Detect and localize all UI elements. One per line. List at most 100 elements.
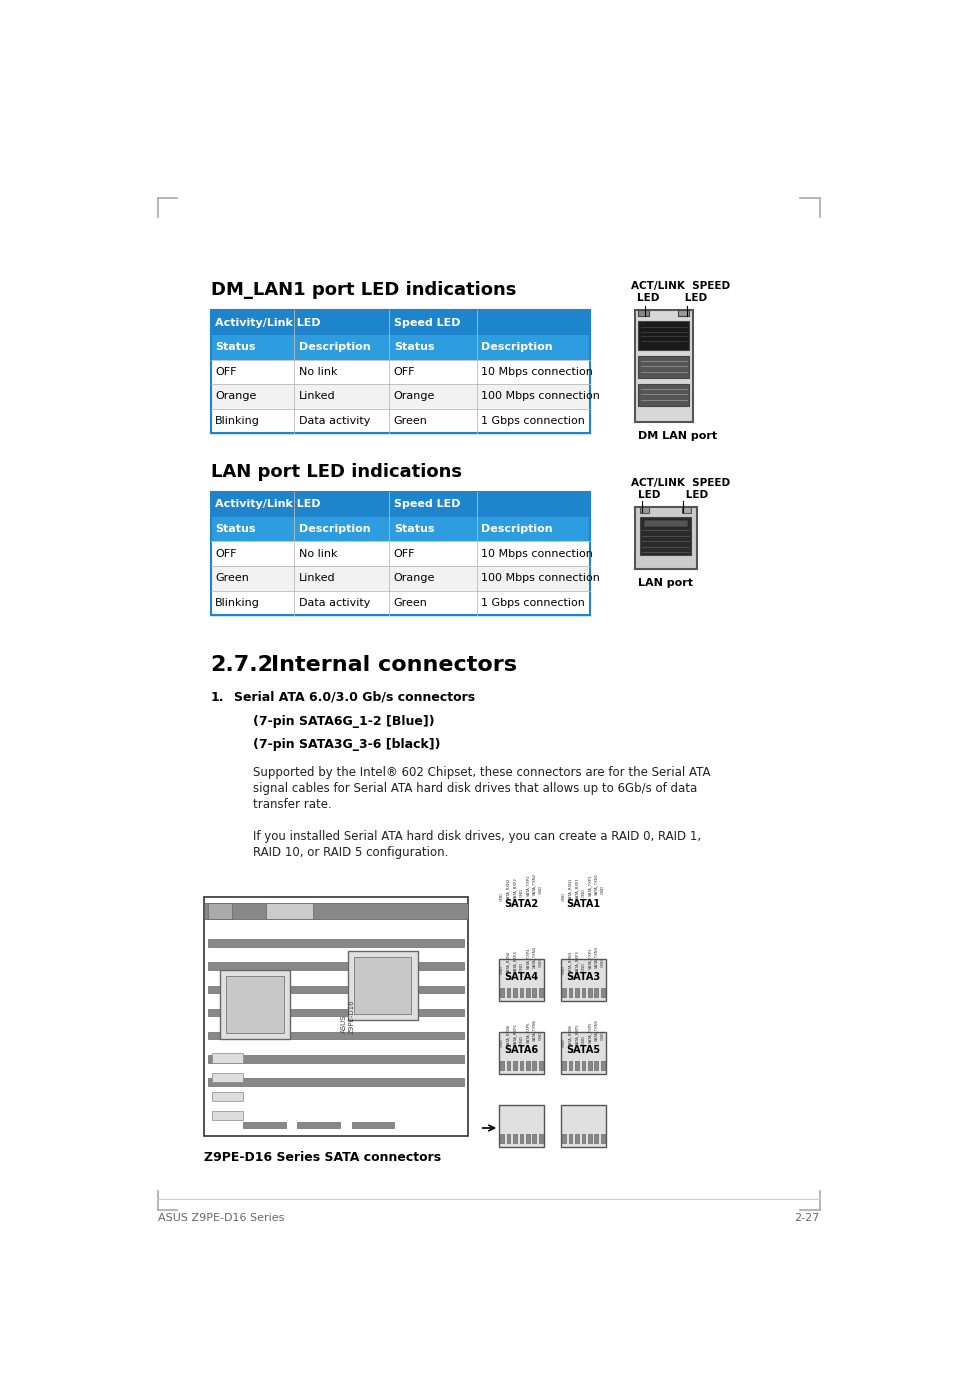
Text: SATA_TXN6: SATA_TXN6: [532, 1019, 536, 1041]
Text: LAN port: LAN port: [638, 578, 693, 589]
Bar: [208, 1009, 464, 1016]
Bar: [266, 903, 313, 919]
Text: GND: GND: [600, 885, 604, 894]
Bar: [638, 384, 688, 405]
Text: OFF: OFF: [394, 367, 415, 377]
Text: GND: GND: [581, 888, 585, 898]
Text: 1 Gbps connection: 1 Gbps connection: [480, 597, 584, 608]
Bar: [532, 1061, 536, 1070]
Text: No link: No link: [298, 367, 337, 377]
Text: SATA_RXN6: SATA_RXN6: [506, 1023, 510, 1045]
Bar: [506, 988, 510, 997]
Text: (7-pin SATA6G_1-2 [Blue]): (7-pin SATA6G_1-2 [Blue]): [253, 715, 435, 728]
Bar: [499, 988, 503, 997]
Bar: [561, 1061, 565, 1070]
Bar: [211, 590, 590, 615]
Bar: [638, 356, 688, 379]
Bar: [638, 310, 649, 316]
Text: Speed LED: Speed LED: [394, 317, 460, 327]
Bar: [212, 1111, 243, 1121]
Bar: [211, 409, 590, 433]
Text: OFF: OFF: [394, 548, 415, 558]
Bar: [212, 1073, 243, 1082]
Text: LAN port LED indications: LAN port LED indications: [211, 462, 461, 480]
Bar: [594, 988, 598, 997]
Bar: [212, 1091, 243, 1101]
Text: Linked: Linked: [298, 391, 335, 401]
Text: SATA_TXP3: SATA_TXP3: [587, 948, 591, 969]
Bar: [538, 988, 542, 997]
Text: LED       LED: LED LED: [637, 294, 706, 303]
Bar: [538, 1134, 542, 1143]
Bar: [634, 310, 692, 422]
Text: SATA1: SATA1: [566, 899, 599, 909]
Bar: [208, 962, 464, 970]
Bar: [581, 988, 585, 997]
Text: SATA_TXN1: SATA_TXN1: [594, 873, 598, 895]
Text: Description: Description: [298, 523, 370, 535]
Bar: [243, 1122, 286, 1128]
Text: ACT/LINK  SPEED: ACT/LINK SPEED: [630, 477, 729, 489]
Text: Z9PE-D16: Z9PE-D16: [349, 999, 355, 1034]
Text: ASUS Z9PE-D16 Series: ASUS Z9PE-D16 Series: [158, 1212, 284, 1222]
Text: SATA_TXN3: SATA_TXN3: [594, 947, 598, 969]
Bar: [678, 310, 688, 316]
Text: Status: Status: [394, 523, 434, 535]
Text: Blinking: Blinking: [215, 416, 260, 426]
Bar: [581, 1134, 585, 1143]
Bar: [532, 1134, 536, 1143]
Text: SATA_RXP1: SATA_RXP1: [575, 877, 578, 899]
Text: 100 Mbps connection: 100 Mbps connection: [480, 391, 599, 401]
Text: SATA_TXP1: SATA_TXP1: [587, 874, 591, 896]
Bar: [208, 903, 232, 919]
Text: GND: GND: [561, 892, 565, 901]
Text: GND: GND: [600, 958, 604, 967]
Bar: [208, 1031, 464, 1040]
Bar: [513, 1134, 517, 1143]
Bar: [220, 970, 290, 1040]
Text: Serial ATA 6.0/3.0 Gb/s connectors: Serial ATA 6.0/3.0 Gb/s connectors: [233, 690, 475, 703]
Bar: [568, 1134, 572, 1143]
Text: 10 Mbps connection: 10 Mbps connection: [480, 548, 593, 558]
Text: SATA_TXP4: SATA_TXP4: [525, 948, 529, 969]
Bar: [643, 519, 686, 526]
Text: 10 Mbps connection: 10 Mbps connection: [480, 367, 593, 377]
Text: transfer rate.: transfer rate.: [253, 799, 332, 812]
Bar: [204, 896, 468, 1136]
Bar: [519, 1134, 523, 1143]
Text: SATA_RXP6: SATA_RXP6: [513, 1023, 517, 1045]
Text: Orange: Orange: [394, 391, 435, 401]
Text: SATA_RXN2: SATA_RXN2: [506, 877, 510, 899]
Bar: [594, 1134, 598, 1143]
Bar: [212, 1054, 243, 1062]
Bar: [498, 1105, 543, 1147]
Text: SATA_RXP3: SATA_RXP3: [575, 949, 578, 972]
Bar: [208, 1055, 464, 1062]
Text: 1 Gbps connection: 1 Gbps connection: [480, 416, 584, 426]
Text: GND: GND: [538, 1031, 542, 1040]
Text: Activity/Link LED: Activity/Link LED: [215, 317, 320, 327]
Bar: [211, 384, 590, 409]
Bar: [499, 1061, 503, 1070]
Text: Orange: Orange: [394, 574, 435, 583]
Bar: [594, 1061, 598, 1070]
Text: RAID 10, or RAID 5 configuration.: RAID 10, or RAID 5 configuration.: [253, 846, 448, 859]
Bar: [498, 959, 543, 1001]
Text: Green: Green: [394, 416, 427, 426]
Text: SATA_TXP6: SATA_TXP6: [525, 1020, 529, 1043]
Text: SATA2: SATA2: [504, 899, 538, 909]
Bar: [204, 903, 468, 919]
Text: GND: GND: [600, 1031, 604, 1040]
Text: SATA_TXP5: SATA_TXP5: [587, 1020, 591, 1043]
Bar: [638, 322, 688, 351]
Text: OFF: OFF: [215, 367, 236, 377]
Text: SATA_RXP5: SATA_RXP5: [575, 1023, 578, 1045]
Text: Status: Status: [215, 523, 255, 535]
Bar: [561, 988, 565, 997]
Text: LED       LED: LED LED: [638, 490, 708, 501]
Text: Linked: Linked: [298, 574, 335, 583]
Text: GND: GND: [538, 958, 542, 967]
Text: SATA_RXN5: SATA_RXN5: [568, 1023, 572, 1045]
Text: SATA_TXN2: SATA_TXN2: [532, 873, 536, 895]
Text: Green: Green: [394, 597, 427, 608]
